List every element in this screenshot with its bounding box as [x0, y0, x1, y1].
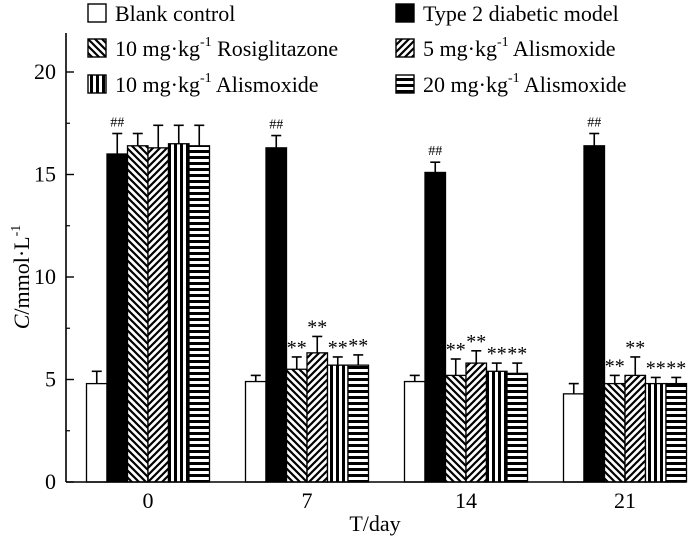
bar [506, 372, 529, 483]
bar [306, 352, 329, 483]
bar [562, 393, 585, 483]
bar [167, 143, 190, 483]
legend-swatch [395, 74, 415, 94]
bar [583, 145, 606, 483]
plot-area: ## ######****** ** ** **** ******** ** [85, 116, 688, 483]
bar [126, 145, 149, 483]
significance-star-label: ** [507, 343, 527, 365]
bar [403, 380, 426, 483]
bar [106, 153, 129, 483]
x-tick-label: 0 [143, 488, 154, 513]
significance-star-label: ** [605, 355, 625, 377]
bar [188, 145, 211, 483]
axes: 0 5 10 15 20 0 7 14 21 [34, 33, 686, 513]
bar [347, 364, 370, 483]
x-axis-title: T/day [349, 511, 400, 536]
significance-hash-label: ## [587, 116, 601, 131]
legend-label: 5 mg·kg-1 Alismoxide [423, 35, 616, 61]
x-tick-label: 21 [614, 488, 636, 513]
bar [147, 147, 170, 483]
legend-label: 10 mg·kg-1 Rosiglitazone [115, 35, 338, 61]
y-tick-label: 0 [45, 469, 56, 494]
y-axis-title: C/mmol·L-1 [9, 225, 34, 330]
significance-star-label: ** [446, 339, 466, 361]
legend-swatch [87, 3, 107, 23]
legend-swatch [395, 38, 415, 58]
legend-label: 20 mg·kg-1 Alismoxide [423, 71, 627, 97]
significance-hash-label: ## [110, 116, 124, 131]
significance-star-label: ** [287, 337, 307, 359]
bar [603, 382, 626, 483]
x-tick-label: 14 [455, 488, 477, 513]
y-tick-label: 20 [34, 59, 56, 84]
legend-swatch [87, 38, 107, 58]
legend-label: Type 2 diabetic model [423, 1, 619, 26]
significance-star-label: ** [625, 337, 645, 359]
bar [424, 171, 447, 483]
legend-swatch [87, 74, 107, 94]
significance-star-label: ** [328, 337, 348, 359]
legend-label: 10 mg·kg-1 Alismoxide [115, 71, 319, 97]
significance-hash-label: ## [428, 144, 442, 159]
bar [485, 370, 508, 483]
y-tick-label: 10 [34, 264, 56, 289]
significance-star-label: ** [487, 343, 507, 365]
bar [444, 374, 467, 483]
significance-star-label: ** [666, 357, 686, 379]
y-tick-label: 15 [34, 162, 56, 187]
bar [644, 382, 667, 483]
bar [624, 374, 647, 483]
bar [665, 382, 688, 483]
significance-star-label: ** [307, 316, 327, 338]
significance-hash-label: ## [269, 118, 283, 133]
bar [465, 362, 488, 483]
bar [326, 364, 349, 483]
x-tick-label: 7 [302, 488, 313, 513]
bar [85, 382, 108, 483]
y-tick-label: 5 [45, 367, 56, 392]
legend: Blank control Type 2 diabetic model 10 mg·… [87, 1, 627, 97]
bar [265, 147, 288, 483]
significance-star-label: ** [646, 357, 666, 379]
bar [244, 380, 267, 483]
significance-star-label: ** [348, 335, 368, 357]
legend-label: Blank control [115, 1, 235, 26]
bar [285, 368, 308, 483]
legend-swatch [395, 3, 415, 23]
significance-star-label: ** [466, 331, 486, 353]
